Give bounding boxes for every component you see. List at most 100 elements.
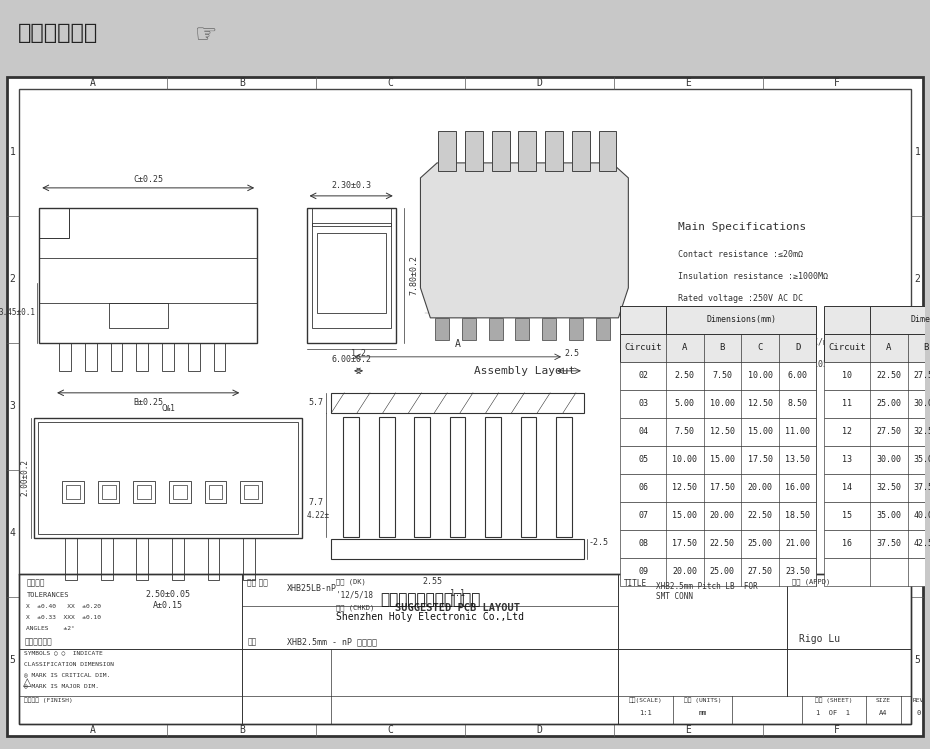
Text: Dimensions(mm): Dimensions(mm) — [706, 315, 777, 324]
Text: Insulation resistance :≥1000MΩ: Insulation resistance :≥1000MΩ — [678, 272, 828, 281]
Text: F: F — [834, 78, 840, 88]
Text: 35.00: 35.00 — [914, 455, 930, 464]
Text: A: A — [90, 78, 96, 88]
Text: 批准 (APPD): 批准 (APPD) — [791, 579, 830, 586]
Text: 2.55: 2.55 — [422, 577, 443, 586]
Text: 20.00: 20.00 — [748, 483, 773, 492]
Text: XHB25LB-nP: XHB25LB-nP — [286, 583, 337, 592]
Text: -2.5: -2.5 — [589, 539, 609, 548]
Bar — [173, 485, 187, 499]
Text: 1: 1 — [9, 148, 16, 157]
Text: mm: mm — [698, 710, 707, 716]
Text: Rated current :3.0A AC DC: Rated current :3.0A AC DC — [678, 316, 803, 325]
Text: 4: 4 — [9, 528, 16, 539]
Text: 27.50: 27.50 — [914, 372, 930, 380]
Text: Assembly Layout: Assembly Layout — [473, 366, 575, 376]
Text: C: C — [757, 343, 763, 352]
Bar — [518, 131, 537, 171]
Text: 5: 5 — [9, 655, 16, 665]
Text: 11: 11 — [843, 399, 852, 408]
Text: 3: 3 — [9, 401, 16, 411]
Text: 14: 14 — [843, 483, 852, 492]
Bar — [109, 303, 168, 328]
Text: 制图 (DK): 制图 (DK) — [337, 579, 366, 586]
Text: 7.7: 7.7 — [309, 498, 324, 507]
Bar — [100, 538, 113, 580]
Bar — [620, 418, 817, 446]
Text: D: D — [537, 78, 542, 88]
Text: 1.2: 1.2 — [351, 349, 365, 358]
Text: 7.50: 7.50 — [675, 428, 695, 437]
Bar — [62, 481, 84, 503]
Bar — [172, 538, 184, 580]
Text: 11.00: 11.00 — [785, 428, 810, 437]
Text: 2.00±0.2: 2.00±0.2 — [20, 459, 30, 497]
Bar — [489, 318, 502, 340]
Text: 12.50: 12.50 — [672, 483, 698, 492]
Text: B: B — [239, 78, 245, 88]
Text: 15.00: 15.00 — [672, 512, 698, 521]
Text: Dimensions(mm): Dimensions(mm) — [910, 315, 930, 324]
Bar — [824, 474, 930, 502]
Text: ANGLES    ±2°: ANGLES ±2° — [26, 625, 75, 631]
Bar — [137, 343, 148, 371]
Bar — [343, 417, 359, 537]
Text: 20.00: 20.00 — [710, 512, 735, 521]
Text: 8.50: 8.50 — [788, 399, 807, 408]
Text: 单位 (UNITS): 单位 (UNITS) — [684, 698, 722, 703]
Text: 37.50: 37.50 — [876, 539, 901, 548]
Text: X  ±0.33  XXX  ±0.10: X ±0.33 XXX ±0.10 — [26, 615, 101, 619]
Text: △: △ — [23, 677, 32, 687]
Text: 06: 06 — [638, 483, 648, 492]
Bar — [824, 558, 930, 586]
Bar — [485, 417, 501, 537]
Text: 02: 02 — [638, 372, 648, 380]
Text: 30.00: 30.00 — [876, 455, 901, 464]
Bar — [137, 538, 148, 580]
Bar — [214, 343, 225, 371]
Text: 15: 15 — [843, 512, 852, 521]
Bar — [331, 392, 584, 413]
Text: 21.00: 21.00 — [785, 539, 810, 548]
Bar — [133, 481, 155, 503]
Bar — [620, 446, 817, 474]
Text: 16.00: 16.00 — [785, 483, 810, 492]
Bar — [824, 530, 930, 558]
Text: 7.50: 7.50 — [712, 372, 733, 380]
Text: 5: 5 — [914, 655, 921, 665]
Bar — [569, 318, 583, 340]
Text: 32.50: 32.50 — [914, 428, 930, 437]
Bar — [438, 131, 456, 171]
Text: 0: 0 — [916, 710, 921, 716]
Text: A: A — [886, 343, 892, 352]
Bar — [620, 334, 817, 362]
Text: SUGGESTED PCB LAYOUT: SUGGESTED PCB LAYOUT — [395, 603, 520, 613]
Text: 17.50: 17.50 — [710, 483, 735, 492]
Text: 工程 图号: 工程 图号 — [247, 579, 268, 588]
Bar — [244, 538, 255, 580]
Bar — [208, 485, 222, 499]
Text: E: E — [685, 725, 691, 735]
Bar — [307, 208, 395, 343]
Bar — [620, 502, 817, 530]
Text: Withstand Voltage : 1000V AC/minute: Withstand Voltage : 1000V AC/minute — [678, 338, 853, 347]
Text: 2.30±0.3: 2.30±0.3 — [331, 181, 371, 190]
Bar — [824, 418, 930, 446]
Text: Rated voltage :250V AC DC: Rated voltage :250V AC DC — [678, 294, 803, 303]
Bar — [379, 417, 394, 537]
Text: 23.50: 23.50 — [785, 567, 810, 576]
Text: 08: 08 — [638, 539, 648, 548]
Bar — [824, 389, 930, 418]
Text: E: E — [685, 78, 691, 88]
Text: 4.22±: 4.22± — [307, 512, 330, 521]
Text: 22.50: 22.50 — [876, 372, 901, 380]
Text: Temperature Range  :-25℃～ +105℃: Temperature Range :-25℃～ +105℃ — [678, 360, 833, 369]
Text: C: C — [388, 725, 393, 735]
Text: B±0.25: B±0.25 — [133, 398, 163, 407]
Text: B: B — [239, 725, 245, 735]
Text: 表面处理 (FINISH): 表面处理 (FINISH) — [24, 698, 73, 703]
Text: C№1: C№1 — [161, 404, 175, 413]
Bar — [60, 343, 71, 371]
Text: 在线图纸下载: 在线图纸下载 — [18, 23, 99, 43]
Text: A: A — [682, 343, 687, 352]
